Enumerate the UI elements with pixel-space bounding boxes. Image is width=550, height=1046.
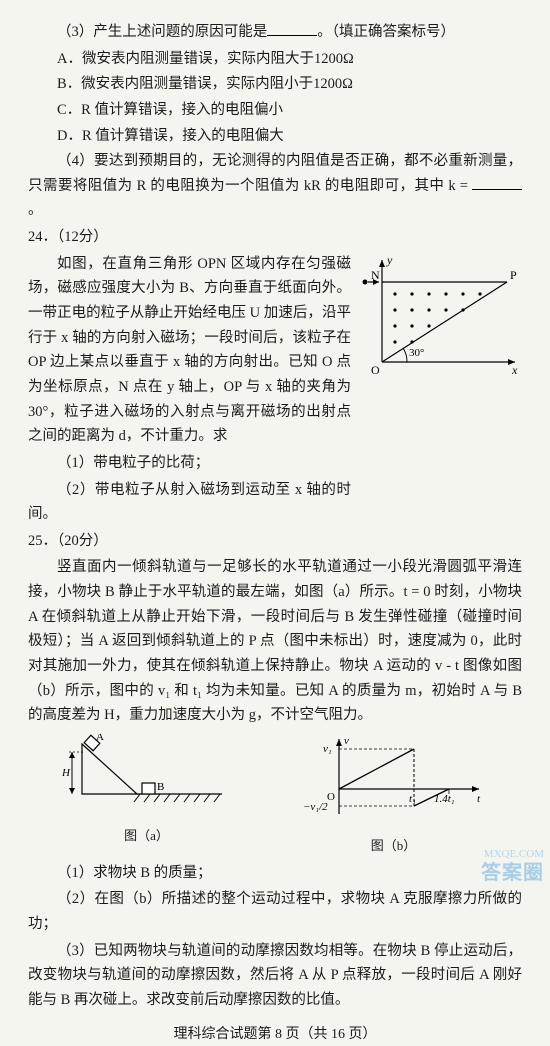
label-y: y: [386, 253, 393, 267]
fig-b-v: v: [344, 735, 349, 747]
q24-sub1: （1）带电粒子的比荷；: [28, 451, 351, 476]
blank-answer: [267, 22, 317, 37]
fig-b-O: O: [327, 791, 335, 803]
fig-a-caption: 图（a）: [62, 825, 232, 847]
label-x: x: [511, 363, 518, 377]
q25-body: 竖直面内一倾斜轨道与一足够长的水平轨道通过一小段光滑圆弧平滑连接，小物块 B 静…: [28, 555, 522, 727]
q24-figure: N P O x y 30°: [357, 252, 522, 391]
q25-sub3: （3）已知两物块与轨道间的动摩擦因数均相等。在物块 B 停止运动后，改变物块与轨…: [28, 939, 522, 1013]
label-O: O: [371, 363, 380, 377]
option-b: B．微安表内阻测量错误，实际内阻小于1200Ω: [28, 72, 522, 97]
fig-a-svg: A B H: [62, 734, 232, 814]
q23-part3: （3）产生上述问题的原因可能是 。（填正确答案标号）: [28, 20, 522, 45]
fig-a-H: H: [62, 767, 71, 779]
option-d: D．R 值计算错误，接入的电阻偏大: [28, 124, 522, 149]
fig-a-A: A: [96, 734, 104, 743]
option-c: C．R 值计算错误，接入的电阻偏小: [28, 98, 522, 123]
fig-b-neg: −v₁/2: [303, 801, 328, 813]
q24-sub2: （2）带电粒子从射入磁场到运动至 x 轴的时间。: [28, 478, 351, 527]
q25-figures: A B H 图（a） v: [28, 734, 522, 857]
q23-part3-stem: （3）产生上述问题的原因可能是: [57, 24, 267, 40]
q23-part4-text: （4）要达到预期目的，无论测得的内阻值是否正确，都不必重新测量，只需要将阻值为 …: [28, 153, 522, 194]
label-N: N: [371, 268, 380, 282]
q23-part3-tail: 。（填正确答案标号）: [317, 24, 455, 40]
fig-b-svg: v t O v₁ −v₁/2 t₁ 1.4t₁: [299, 734, 489, 824]
fig-a-B: B: [157, 781, 164, 793]
fig-a-block: A B H 图（a）: [62, 734, 232, 857]
q25-sub1: （1）求物块 B 的质量；: [28, 861, 522, 886]
q25-sub2: （2）在图（b）所描述的整个运动过程中，求物块 A 克服摩擦力所做的功；: [28, 887, 522, 936]
q24-container: 如图，在直角三角形 OPN 区域内存在匀强磁场，磁感应强度大小为 B、方向垂直于…: [28, 252, 522, 529]
label-P: P: [510, 268, 517, 282]
watermark-main: 答案圈: [481, 856, 544, 890]
fig-b-t1: t₁: [409, 793, 416, 805]
blank-k: [472, 175, 522, 190]
q24-body: 如图，在直角三角形 OPN 区域内存在匀强磁场，磁感应强度大小为 B、方向垂直于…: [28, 252, 351, 449]
page-footer: 理科综合试题第 8 页（共 16 页）: [28, 1023, 522, 1046]
fig-b-caption: 图（b）: [299, 835, 489, 857]
q24-header: 24．（12分）: [28, 225, 522, 250]
fig-b-block: v t O v₁ −v₁/2 t₁ 1.4t₁ 图（b）: [299, 734, 489, 857]
q23-part4-tail: 。: [28, 202, 43, 218]
q23-part4: （4）要达到预期目的，无论测得的内阻值是否正确，都不必重新测量，只需要将阻值为 …: [28, 149, 522, 223]
option-a: A．微安表内阻测量错误，实际内阻大于1200Ω: [28, 47, 522, 72]
fig-b-t: t: [477, 793, 481, 805]
fig-b-t14: 1.4t₁: [434, 793, 455, 805]
label-angle: 30°: [409, 347, 424, 359]
q25-header: 25．（20分）: [28, 529, 522, 554]
fig-b-v1: v₁: [323, 743, 332, 755]
